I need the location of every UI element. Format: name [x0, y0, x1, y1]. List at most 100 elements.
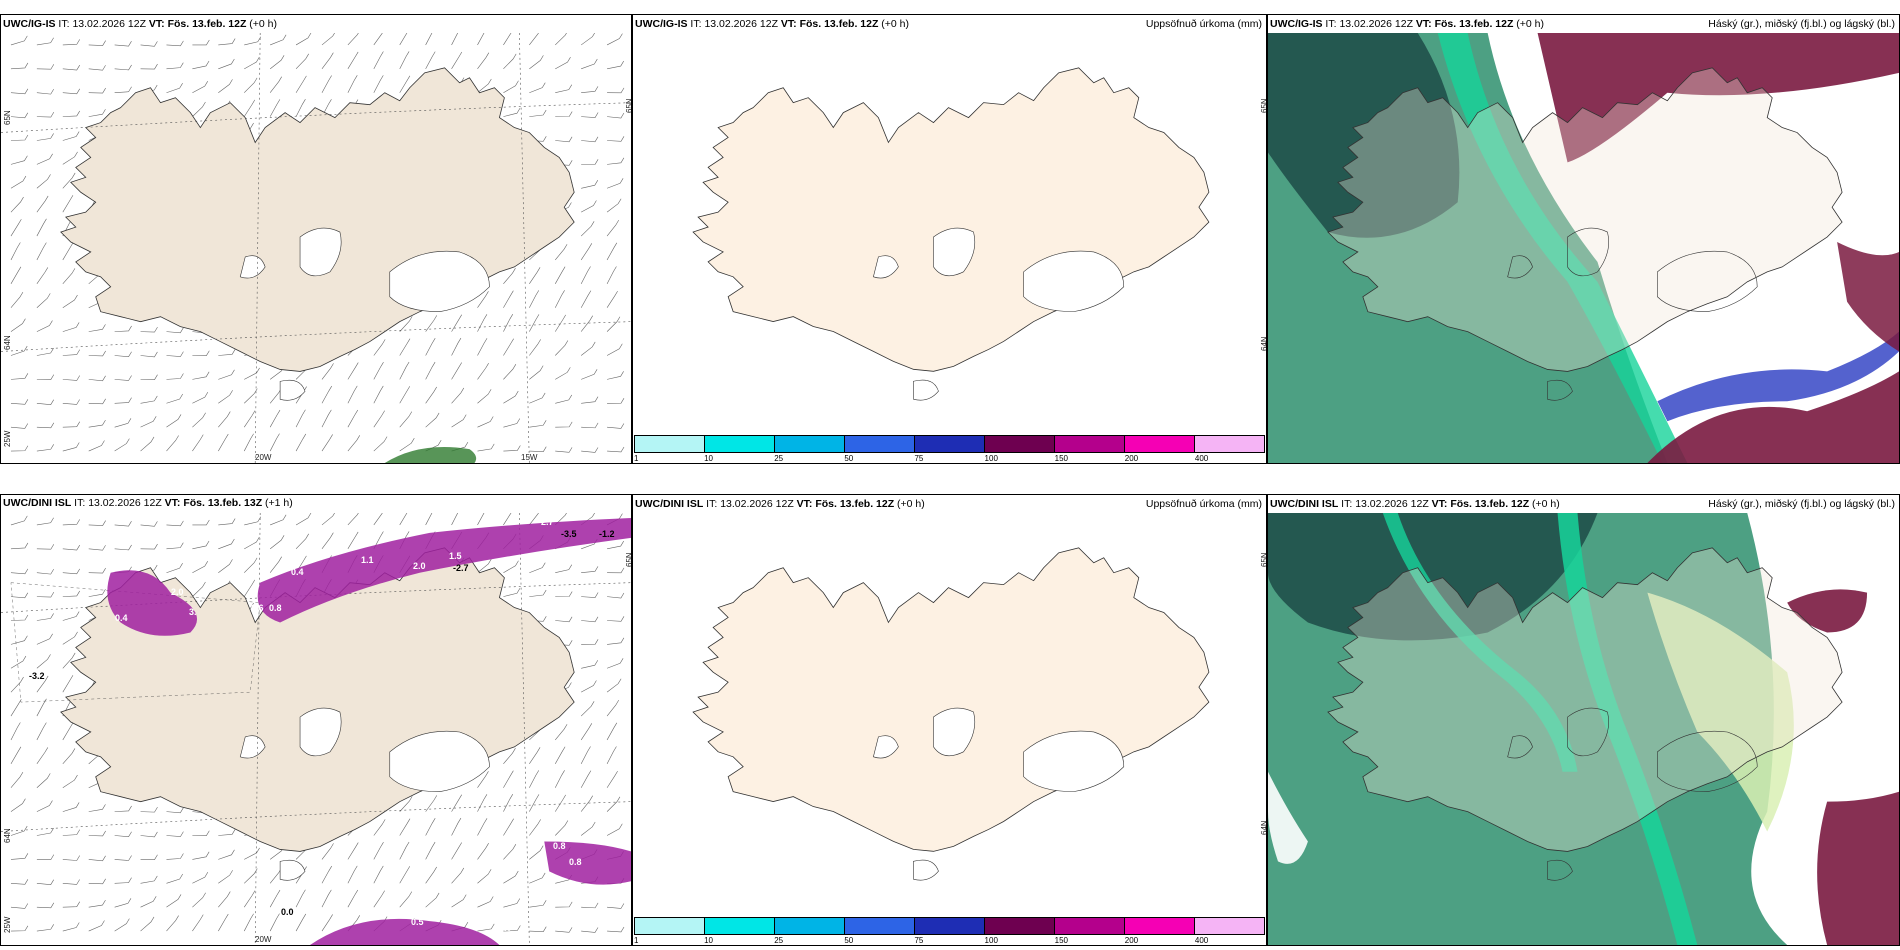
it-value: 13.02.2026 12Z	[720, 498, 794, 510]
panel-title: Háský (gr.), miðský (fj.bl.) og lágský (…	[1708, 498, 1895, 510]
overlay-value: -3.2	[29, 671, 45, 681]
vt-value: Fös. 13.feb. 12Z	[1434, 18, 1514, 30]
lead-time: (+1 h)	[265, 497, 293, 509]
high-cloud-ne	[1787, 589, 1868, 633]
model-name: UWC/IG-IS	[635, 18, 688, 30]
map-area	[633, 513, 1266, 917]
model-name: UWC/DINI ISL	[3, 497, 72, 509]
vt-label: VT:	[164, 497, 181, 509]
lat-label-64n: 64N	[3, 828, 12, 843]
map-area	[1, 513, 631, 945]
colorbar-tick-label: 1	[634, 454, 639, 463]
low-cloud-band-1	[1557, 513, 1698, 945]
colorbar-swatch	[915, 918, 985, 934]
overlay-value: 0.3	[23, 645, 36, 655]
glacier-shapes	[873, 227, 1125, 401]
glacier-shapes	[873, 707, 1125, 881]
overlay-value: 0.6	[251, 603, 264, 613]
map-area	[1268, 33, 1899, 463]
vt-label: VT:	[148, 18, 165, 30]
map-area	[633, 33, 1266, 435]
lead-time: (+0 h)	[249, 18, 278, 30]
colorbar-swatch	[1055, 918, 1125, 934]
glacier-shapes	[1507, 707, 1758, 881]
it-label: IT:	[58, 18, 70, 30]
map-area	[1268, 513, 1899, 945]
overlay-value: 0.5	[411, 917, 424, 927]
it-value: 13.02.2026 12Z	[704, 18, 778, 30]
iceland-landmass	[692, 547, 1210, 852]
wind-map-svg	[1, 513, 631, 945]
colorbar-tick-label: 75	[914, 454, 924, 463]
vt-label: VT:	[780, 18, 797, 30]
low-cloud-band	[1437, 33, 1688, 463]
overlay-value: -3.5	[561, 529, 577, 539]
lon-label-25w: 25W	[3, 430, 12, 447]
iceland-landmass	[60, 67, 575, 372]
colorbar-swatch	[845, 436, 915, 452]
iceland-landmass	[692, 67, 1210, 372]
it-value: 13.02.2026 12Z	[1355, 498, 1429, 510]
panel-title: Uppsöfnuð úrkoma (mm)	[1145, 498, 1262, 510]
lead-time: (+0 h)	[881, 18, 910, 30]
colorbar-tick-label: 10	[704, 454, 714, 463]
precip-map-svg	[692, 67, 1210, 401]
lon-label-20w: 20W	[255, 453, 272, 462]
precip-area-north	[257, 517, 631, 623]
map-area	[1, 33, 631, 463]
mid-cloud-band	[1657, 331, 1899, 422]
vt-value: Fös. 13.feb. 12Z	[815, 498, 895, 510]
lat-label-65n: 65N	[1260, 552, 1267, 567]
vt-value: Fös. 13.feb. 12Z	[799, 18, 879, 30]
low-cloud-band-2	[1382, 513, 1578, 772]
overlay-value: -1.2	[599, 529, 615, 539]
dense-cloud-field	[1268, 33, 1460, 238]
map-panel-igis-wind: UWC/IG-IS IT: 13.02.2026 12Z VT: Fös. 13…	[0, 14, 632, 464]
overlay-value: 2.0	[413, 561, 426, 571]
precip-patch	[384, 446, 477, 463]
colorbar-tick-label: 75	[914, 936, 924, 945]
precip-area-south	[310, 918, 500, 945]
overlay-value: 2.0	[171, 587, 184, 597]
lead-time: (+0 h)	[897, 498, 925, 510]
lat-label-65n-right: 65N	[625, 552, 632, 567]
overlay-value: 0.8	[553, 841, 566, 851]
colorbar-swatch	[1125, 436, 1195, 452]
colorbar-swatch	[845, 918, 915, 934]
high-cloud-north	[1537, 33, 1899, 163]
overlay-value: 0.4	[291, 567, 304, 577]
vt-label: VT:	[1415, 18, 1432, 30]
lat-lon-grid	[1, 513, 631, 944]
clear-patch	[1268, 771, 1308, 864]
glacier-shapes	[239, 707, 490, 881]
panel-header: UWC/IG-IS IT: 13.02.2026 12Z VT: Fös. 13…	[3, 17, 627, 31]
overlay-value: 0.0	[499, 923, 512, 933]
lat-label-64n: 64N	[3, 335, 12, 350]
map-panel-dini-clouds: UWC/DINI ISL IT: 13.02.2026 12Z VT: Fös.…	[1267, 494, 1900, 946]
panel-title: Háský (gr.), miðský (fj.bl.) og lágský (…	[1708, 18, 1895, 30]
it-label: IT:	[706, 498, 718, 510]
model-name: UWC/DINI ISL	[1270, 498, 1339, 510]
map-panel-dini-wind: UWC/DINI ISL IT: 13.02.2026 12Z VT: Fös.…	[0, 494, 632, 946]
colorbar-swatch	[705, 918, 775, 934]
lat-label-64n: 64N	[1260, 336, 1267, 351]
lead-time: (+0 h)	[1532, 498, 1560, 510]
model-name: UWC/IG-IS	[3, 18, 56, 30]
colorbar-tick-label: 10	[704, 936, 714, 945]
it-value: 13.02.2026 12Z	[72, 18, 146, 30]
panel-header: UWC/DINI ISL IT: 13.02.2026 12Z VT: Fös.…	[635, 497, 1262, 511]
it-label: IT:	[1325, 18, 1337, 30]
overlay-value: 0.4	[115, 613, 128, 623]
colorbar-tick-label: 50	[844, 936, 854, 945]
map-panel-dini-precip: UWC/DINI ISL IT: 13.02.2026 12Z VT: Fös.…	[632, 494, 1267, 946]
precip-colorbar: 1 10 25 50 75 100 150 200 400	[633, 435, 1266, 463]
lon-label-15w: 15W	[521, 453, 538, 462]
overlay-value: 2.7	[541, 517, 554, 527]
colorbar-tick-label: 100	[984, 936, 998, 945]
colorbar-swatch	[775, 918, 845, 934]
lat-label-65n: 65N	[3, 110, 12, 125]
colorbar-tick-label: 200	[1124, 454, 1139, 463]
thin-cloud-field	[1647, 592, 1794, 832]
overlay-value: 1.5	[449, 551, 462, 561]
iceland-outline	[1327, 547, 1843, 852]
